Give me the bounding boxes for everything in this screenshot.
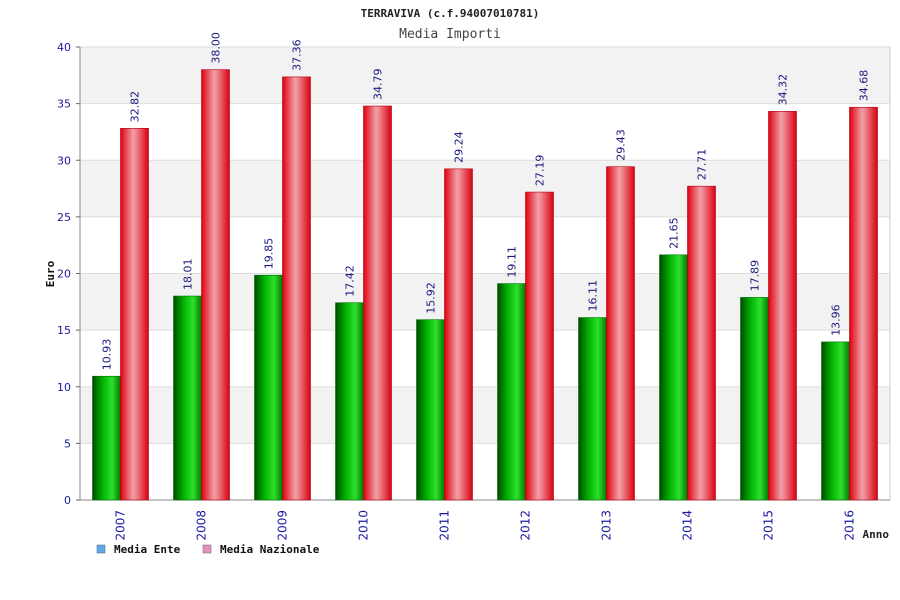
bar-media-nazionale — [444, 168, 473, 501]
bar-media-ente — [578, 317, 607, 501]
y-axis-label: Euro — [44, 260, 57, 287]
data-label: 38.00 — [210, 32, 223, 64]
legend-item: Media Ente — [96, 543, 181, 556]
bar-media-nazionale — [768, 111, 797, 501]
bar-media-nazionale — [849, 106, 878, 501]
bars — [92, 69, 878, 501]
x-tick-label: 2016 — [843, 510, 857, 541]
data-label: 17.42 — [344, 265, 357, 297]
bar-media-ente — [173, 295, 202, 501]
data-label: 27.19 — [534, 155, 547, 187]
x-tick-label: 2007 — [114, 510, 128, 541]
y-tick-label: 10 — [57, 381, 71, 394]
x-tick-label: 2012 — [519, 510, 533, 541]
x-tick-label: 2013 — [600, 510, 614, 541]
data-label: 32.82 — [129, 91, 142, 123]
data-label: 19.11 — [506, 246, 519, 278]
chart-title: TERRAVIVA (c.f.94007010781) — [361, 7, 540, 20]
legend-label: Media Nazionale — [220, 543, 320, 556]
bar-media-ente — [92, 375, 121, 501]
bar-media-ente — [659, 254, 688, 501]
y-tick-label: 30 — [57, 154, 71, 167]
y-tick-label: 5 — [64, 437, 71, 450]
legend-item: Media Nazionale — [202, 543, 320, 556]
x-axis-ticks: 2007 2008 2009 2010 2011 2012 2013 2014 2015 2016 — [114, 510, 857, 541]
bar-media-nazionale — [120, 128, 149, 501]
y-tick-label: 40 — [57, 41, 71, 54]
data-label: 13.96 — [830, 304, 843, 336]
bar-media-nazionale — [363, 105, 392, 501]
bar-media-nazionale — [525, 191, 554, 501]
bar-media-nazionale — [606, 166, 635, 501]
bar-media-ente — [254, 274, 283, 501]
data-label: 21.65 — [668, 217, 681, 249]
x-tick-label: 2014 — [681, 510, 695, 541]
data-label: 27.71 — [696, 149, 709, 181]
data-label: 16.11 — [587, 280, 600, 312]
data-label: 18.01 — [182, 259, 195, 291]
y-tick-label: 0 — [64, 494, 71, 507]
x-tick-label: 2008 — [195, 510, 209, 541]
bar-media-ente — [416, 319, 445, 501]
x-tick-label: 2009 — [276, 510, 290, 541]
data-label: 10.93 — [101, 339, 114, 371]
legend: Media Ente Media Nazionale — [96, 543, 320, 556]
data-label: 19.85 — [263, 238, 276, 270]
bar-media-ente — [740, 297, 769, 501]
legend-label: Media Ente — [114, 543, 181, 556]
data-label: 37.36 — [291, 39, 304, 71]
x-tick-label: 2010 — [357, 510, 371, 541]
y-tick-label: 25 — [57, 211, 71, 224]
bar-media-nazionale — [201, 69, 230, 501]
legend-swatch — [202, 544, 212, 554]
data-label: 29.24 — [453, 131, 466, 163]
y-tick-label: 20 — [57, 268, 71, 281]
data-label: 34.32 — [777, 74, 790, 106]
y-tick-label: 15 — [57, 324, 71, 337]
data-labels: 10.93 32.82 18.01 38.00 19.85 37.36 17.42 34.79… — [101, 32, 871, 370]
y-tick-label: 35 — [57, 98, 71, 111]
bar-media-ente — [497, 283, 526, 501]
bar-media-ente — [821, 341, 850, 501]
data-label: 34.68 — [858, 70, 871, 102]
bar-media-ente — [335, 302, 364, 501]
bar-media-nazionale — [687, 185, 716, 501]
chart-subtitle: Media Importi — [399, 27, 501, 42]
data-label: 29.43 — [615, 129, 628, 161]
data-label: 17.89 — [749, 260, 762, 292]
data-label: 34.79 — [372, 69, 385, 101]
legend-swatch — [96, 544, 106, 554]
x-axis-label: Anno — [863, 528, 890, 541]
x-tick-label: 2011 — [438, 510, 452, 541]
x-tick-label: 2015 — [762, 510, 776, 541]
data-label: 15.92 — [425, 282, 438, 314]
bar-media-nazionale — [282, 76, 311, 501]
